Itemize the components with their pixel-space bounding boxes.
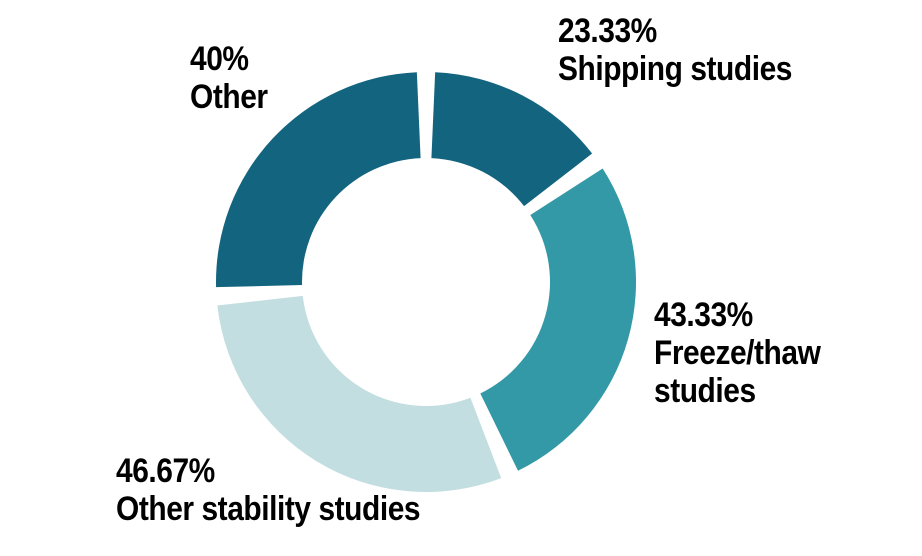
label-other-percent: 40% [190,40,249,78]
label-other-stability-name: Other stability studies [116,490,421,528]
donut-slices [216,72,636,492]
slice-other [216,72,421,288]
label-shipping-studies-name: Shipping studies [558,50,792,88]
slice-other-stability-studies [217,295,502,492]
label-shipping-studies-percent: 23.33% [558,12,657,50]
label-other-stability-studies: 46.67% Other stability studies [116,452,421,528]
label-shipping-studies: 23.33% Shipping studies [558,12,792,88]
label-other-stability-percent: 46.67% [116,452,215,490]
label-freeze-thaw-name-line-2: studies [654,372,756,410]
label-freeze-thaw-name-line-1: Freeze/thaw [654,334,821,372]
label-other: 40% Other [190,40,268,116]
label-other-name: Other [190,78,268,116]
label-freeze-thaw-studies: 43.33% Freeze/thaw studies [654,296,821,410]
slice-freeze-thaw-studies [480,168,636,471]
slice-shipping-studies [431,72,593,207]
label-freeze-thaw-percent: 43.33% [654,296,753,334]
